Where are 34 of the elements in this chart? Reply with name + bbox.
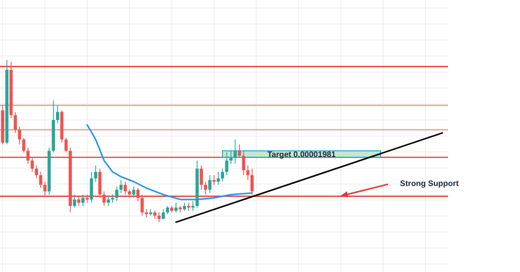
candlestick xyxy=(140,194,144,216)
candlestick xyxy=(39,171,42,189)
candlestick xyxy=(14,111,17,134)
candlestick xyxy=(220,168,224,182)
candlestick xyxy=(22,137,26,153)
candlestick xyxy=(132,186,136,198)
annotation: Strong Support xyxy=(400,179,459,188)
candlestick xyxy=(124,181,127,195)
candlestick xyxy=(90,171,94,204)
candlestick xyxy=(225,152,228,176)
candlestick xyxy=(242,150,246,176)
candlestick xyxy=(200,165,203,190)
candlestick xyxy=(26,147,30,164)
candlestick xyxy=(18,126,22,145)
candlestick xyxy=(72,194,76,208)
band-label: Target 0.00001981 xyxy=(267,150,336,160)
candlestick xyxy=(115,186,118,202)
candlestick xyxy=(77,196,80,206)
candlestick xyxy=(94,165,98,182)
candlestick xyxy=(34,165,38,179)
candlestick xyxy=(174,202,178,213)
candlestick xyxy=(43,181,47,197)
candlestick xyxy=(102,190,106,206)
candlestick xyxy=(216,171,220,186)
candlestick xyxy=(208,174,212,194)
candlestick xyxy=(234,139,237,164)
candlestick xyxy=(162,208,165,220)
candlestick xyxy=(157,212,161,223)
candlestick xyxy=(250,168,254,195)
candlestick xyxy=(136,188,140,202)
candlestick xyxy=(56,105,60,124)
candlestick xyxy=(30,156,34,172)
candlestick xyxy=(64,137,68,153)
candlestick xyxy=(98,168,102,198)
